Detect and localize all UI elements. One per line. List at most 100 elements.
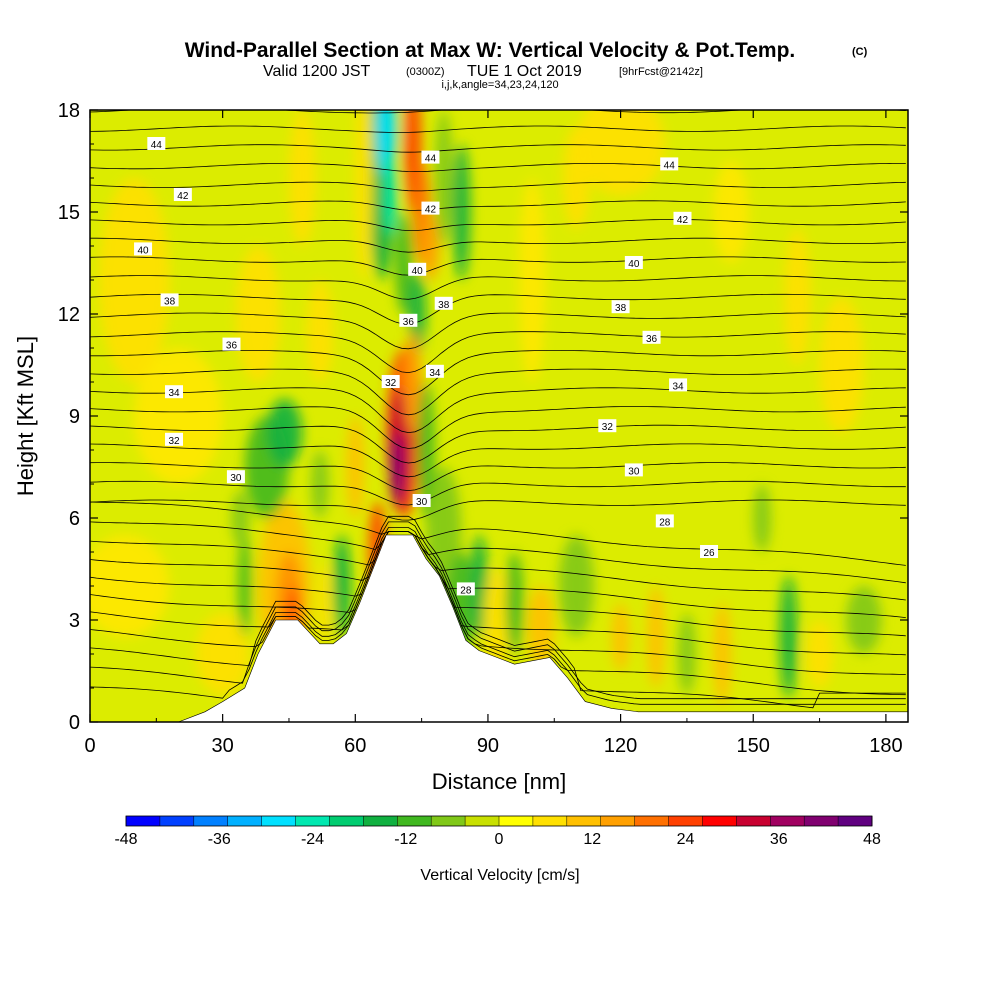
copyright-mark: (C) bbox=[852, 46, 868, 58]
theta-contour-line bbox=[90, 531, 906, 696]
theta-label-text: 36 bbox=[226, 341, 238, 352]
velocity-cell bbox=[395, 212, 413, 314]
velocity-cell bbox=[576, 110, 665, 195]
colorbar-swatch bbox=[465, 816, 500, 826]
theta-label: 42 bbox=[673, 211, 692, 226]
colorbar-swatch bbox=[431, 816, 466, 826]
colorbar-swatch bbox=[702, 816, 737, 826]
colorbar-swatch bbox=[159, 816, 195, 826]
subtitle-valid: Valid 1200 JST bbox=[263, 63, 371, 80]
theta-label: 36 bbox=[222, 337, 241, 352]
velocity-cell bbox=[355, 110, 373, 280]
y-tick-label: 9 bbox=[69, 406, 80, 428]
theta-label-bg bbox=[165, 385, 184, 399]
theta-label-text: 34 bbox=[673, 381, 685, 392]
theta-label-bg bbox=[408, 262, 427, 276]
theta-label-bg bbox=[642, 330, 661, 344]
theta-label-bg bbox=[134, 242, 153, 256]
colorbar-swatch bbox=[634, 816, 670, 826]
y-tick-label: 6 bbox=[69, 508, 80, 530]
theta-label-bg bbox=[160, 293, 179, 307]
y-tick-label: 18 bbox=[58, 100, 80, 122]
theta-label-bg bbox=[381, 375, 400, 388]
theta-label-text: 34 bbox=[429, 368, 441, 379]
theta-contour-line bbox=[90, 531, 906, 637]
theta-label: 32 bbox=[165, 432, 184, 447]
theta-label-text: 30 bbox=[230, 473, 242, 484]
theta-contour-line bbox=[90, 480, 906, 506]
theta-label-bg bbox=[425, 364, 444, 378]
theta-label: 30 bbox=[624, 463, 643, 477]
theta-label-text: 42 bbox=[425, 205, 437, 216]
subtitle-forecast: [9hrFcst@2142z] bbox=[619, 66, 703, 78]
colorbar-swatch bbox=[261, 816, 297, 826]
colorbar-label: Vertical Velocity [cm/s] bbox=[420, 867, 579, 884]
theta-label-text: 44 bbox=[151, 140, 163, 151]
velocity-cell bbox=[311, 450, 329, 518]
colorbar-swatch bbox=[126, 816, 161, 826]
theta-label: 42 bbox=[421, 201, 440, 216]
colorbar-swatch bbox=[566, 816, 602, 826]
theta-label-bg bbox=[655, 514, 674, 528]
subtitle-utc: (0300Z) bbox=[406, 66, 445, 78]
colorbar-swatch bbox=[499, 816, 534, 826]
theta-label-text: 32 bbox=[385, 378, 397, 389]
theta-label-text: 38 bbox=[438, 300, 450, 311]
theta-label-text: 38 bbox=[164, 296, 176, 307]
theta-label-bg bbox=[226, 470, 245, 484]
theta-label-bg bbox=[700, 545, 719, 558]
y-tick-label: 3 bbox=[69, 610, 80, 632]
theta-label: 36 bbox=[642, 330, 661, 345]
theta-label-bg bbox=[165, 432, 184, 446]
x-tick-label: 180 bbox=[869, 735, 902, 757]
theta-contour-line bbox=[90, 163, 906, 173]
theta-contour-line bbox=[90, 406, 906, 449]
theta-label: 28 bbox=[655, 514, 674, 528]
velocity-cell bbox=[784, 229, 811, 365]
velocity-cell bbox=[390, 433, 404, 501]
theta-contour-line bbox=[90, 531, 906, 675]
theta-contour-line bbox=[90, 181, 906, 192]
velocity-cell bbox=[470, 535, 488, 637]
velocity-cell bbox=[346, 416, 365, 518]
colorbar-swatch bbox=[363, 816, 398, 826]
theta-contour-line bbox=[90, 387, 906, 434]
theta-contour-line bbox=[90, 312, 906, 350]
colorbar-tick-label: 36 bbox=[770, 831, 788, 848]
theta-contour-line bbox=[90, 499, 906, 521]
x-axis-label: Distance [nm] bbox=[432, 769, 567, 794]
velocity-cell bbox=[846, 586, 882, 654]
theta-label: 30 bbox=[412, 494, 431, 508]
theta-label: 36 bbox=[399, 313, 418, 328]
theta-label-text: 40 bbox=[137, 245, 149, 256]
theta-label-text: 44 bbox=[425, 154, 437, 165]
theta-label: 40 bbox=[408, 262, 427, 277]
velocity-cell bbox=[713, 161, 749, 263]
theta-label: 44 bbox=[147, 137, 166, 151]
theta-contours bbox=[90, 110, 906, 709]
x-tick-label: 150 bbox=[737, 735, 770, 757]
subtitle-date: TUE 1 Oct 2019 bbox=[467, 63, 582, 80]
colorbar-swatch bbox=[397, 816, 432, 826]
theta-contour-line bbox=[90, 125, 906, 133]
velocity-cell bbox=[647, 586, 665, 688]
velocity-cell bbox=[806, 620, 833, 688]
theta-contour-line bbox=[90, 237, 906, 253]
theta-label-bg bbox=[456, 582, 475, 596]
theta-label-text: 36 bbox=[646, 334, 658, 345]
colorbar-swatch bbox=[770, 816, 805, 826]
theta-label-text: 44 bbox=[664, 160, 676, 171]
theta-label-bg bbox=[421, 201, 440, 215]
theta-label: 30 bbox=[226, 470, 245, 484]
theta-label-text: 30 bbox=[628, 466, 640, 477]
colorbar-tick-label: -36 bbox=[208, 831, 231, 848]
colorbar: -48 -36 -24 -12 0 12 24 36 48 bbox=[114, 815, 881, 848]
theta-label-text: 32 bbox=[602, 422, 614, 433]
velocity-cell bbox=[384, 154, 398, 236]
theta-label-text: 28 bbox=[659, 517, 671, 528]
theta-label-text: 26 bbox=[703, 548, 715, 559]
theta-label-text: 30 bbox=[416, 497, 428, 508]
x-axis: 0 30 60 90 120 150 180 bbox=[84, 110, 903, 757]
